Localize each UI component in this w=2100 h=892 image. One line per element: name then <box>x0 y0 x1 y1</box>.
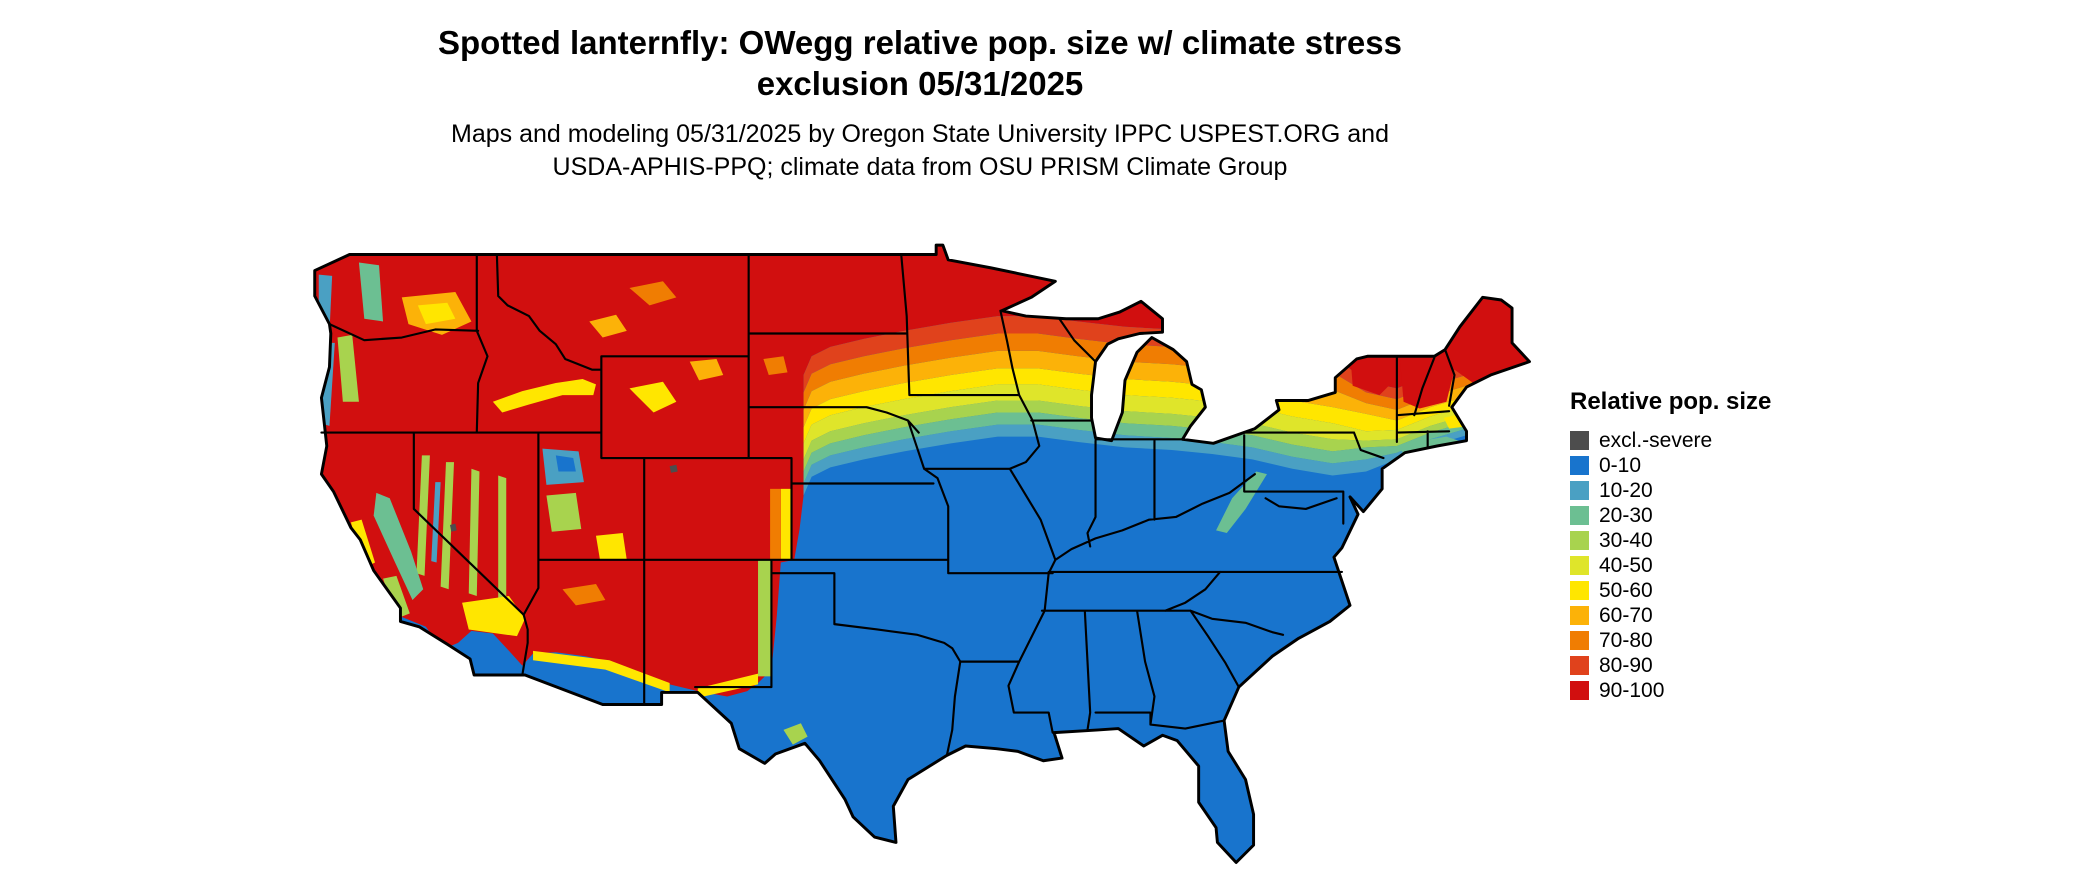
legend-item-label: excl.-severe <box>1599 428 1713 452</box>
raster-patch-columbia-yellow <box>417 302 456 325</box>
legend-swatch <box>1570 606 1589 625</box>
legend-item-label: 10-20 <box>1599 478 1653 502</box>
raster-patch-montana-2 <box>589 314 627 338</box>
raster-patch-mojave <box>462 596 525 637</box>
raster-band-40-50 <box>803 384 1530 460</box>
page-title-line1: Spotted lanternfly: OWegg relative pop. … <box>438 24 1402 61</box>
us-outline <box>313 243 1531 864</box>
page-title-line2: exclusion 05/31/2025 <box>756 65 1084 102</box>
raster-patch-ca-coast-2 <box>383 575 410 619</box>
legend-item-label: 70-80 <box>1599 628 1653 652</box>
legend-item: 10-20 <box>1570 478 1771 503</box>
raster-patch-black-hills <box>763 356 788 376</box>
raster-patch-davis-mountains <box>783 723 808 745</box>
raster-patch-nevada-basin-2 <box>440 462 455 590</box>
legend-swatch <box>1570 481 1589 500</box>
legend-items: excl.-severe 0-10 10-20 20-30 30-40 40-50 50-6… <box>1570 428 1771 703</box>
raster-patch-utah-west <box>546 492 582 532</box>
raster-zone-high <box>314 245 1530 697</box>
legend-item-label: 0-10 <box>1599 453 1642 477</box>
legend-item: 70-80 <box>1570 628 1771 653</box>
legend-item: 80-90 <box>1570 653 1771 678</box>
legend-item: 30-40 <box>1570 528 1771 553</box>
map-raster <box>314 245 1530 863</box>
legend-swatch <box>1570 506 1589 525</box>
raster-stripe-colorado-orange <box>770 488 781 560</box>
raster-stripe-newmexico-east <box>758 559 772 677</box>
legend-item-label: 60-70 <box>1599 603 1653 627</box>
legend-item-label: 80-90 <box>1599 653 1653 677</box>
legend-item-label: 50-60 <box>1599 578 1653 602</box>
raster-patch-nevada-basin-1 <box>416 455 430 576</box>
legend-swatch <box>1570 531 1589 550</box>
raster-patch-maine <box>1443 294 1530 384</box>
raster-stripe-colorado-yellow <box>780 488 792 560</box>
raster-patch-arizona-orange <box>562 583 606 606</box>
legend-swatch <box>1570 581 1589 600</box>
legend-swatch <box>1570 456 1589 475</box>
legend-item-label: 20-30 <box>1599 503 1653 527</box>
legend-item: 90-100 <box>1570 678 1771 703</box>
legend-item-label: 90-100 <box>1599 678 1665 702</box>
raster-patch-nevada-basin-4 <box>498 475 507 603</box>
page-subtitle-line1: Maps and modeling 05/31/2025 by Oregon S… <box>451 120 1389 148</box>
raster-band-50-60 <box>803 368 1530 444</box>
legend-item: excl.-severe <box>1570 428 1771 453</box>
legend-swatch <box>1570 631 1589 650</box>
legend: Relative pop. size excl.-severe 0-10 10-20… <box>1570 388 1771 703</box>
legend-swatch <box>1570 431 1589 450</box>
raster-patch-excl-2 <box>450 523 457 532</box>
raster-patch-excl-1 <box>669 464 678 473</box>
raster-patch-puget <box>358 262 384 322</box>
legend-item: 60-70 <box>1570 603 1771 628</box>
page-subtitle-line2: USDA-APHIS-PPQ; climate data from OSU PR… <box>552 153 1288 181</box>
raster-patch-utah-south <box>595 533 627 560</box>
raster-patch-central-valley <box>373 492 424 601</box>
raster-strip-arizona-south <box>533 650 670 693</box>
raster-band-70-80 <box>803 333 1530 410</box>
legend-item: 0-10 <box>1570 453 1771 478</box>
legend-item: 50-60 <box>1570 578 1771 603</box>
raster-strip-newmexico-south <box>697 673 759 698</box>
page-title: Spotted lanternfly: OWegg relative pop. … <box>0 22 1840 104</box>
legend-swatch <box>1570 556 1589 575</box>
legend-swatch <box>1570 656 1589 675</box>
raster-patch-wyoming-basin-1 <box>629 381 677 413</box>
raster-band-20-30 <box>803 412 1530 484</box>
raster-band-60-70 <box>803 350 1530 428</box>
legend-item: 20-30 <box>1570 503 1771 528</box>
raster-band-30-40 <box>803 400 1530 472</box>
page-subtitle: Maps and modeling 05/31/2025 by Oregon S… <box>0 118 1840 184</box>
legend-item-label: 40-50 <box>1599 553 1653 577</box>
raster-patch-montana-1 <box>629 281 677 306</box>
legend-item: 40-50 <box>1570 553 1771 578</box>
legend-item-label: 30-40 <box>1599 528 1653 552</box>
raster-patch-gsl-blue <box>555 455 576 472</box>
legend-swatch <box>1570 681 1589 700</box>
raster-patch-appalachian-streak <box>1216 471 1267 534</box>
raster-patch-nevada-teal <box>431 482 441 563</box>
raster-patch-willamette <box>337 334 359 402</box>
legend-title: Relative pop. size <box>1570 388 1772 415</box>
raster-patch-wyoming-basin-2 <box>689 358 724 381</box>
state-borders <box>320 253 1456 757</box>
raster-patch-snake-plain <box>492 379 596 413</box>
